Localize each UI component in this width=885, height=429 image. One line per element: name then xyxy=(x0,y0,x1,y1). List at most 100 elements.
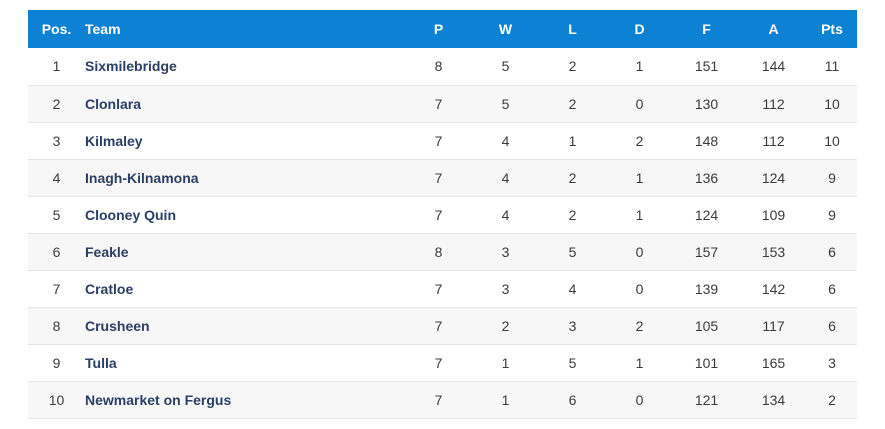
cell-d: 1 xyxy=(635,354,644,371)
header-points: Pts xyxy=(821,21,843,37)
cell-d: 1 xyxy=(635,206,644,223)
cell-w: 3 xyxy=(501,280,510,297)
cell-d: 0 xyxy=(635,95,644,112)
table-row: 1 Sixmilebridge 8 5 2 1 151 144 11 xyxy=(28,48,857,85)
cell-d: 0 xyxy=(635,391,644,408)
header-lost: L xyxy=(568,21,577,37)
cell-team[interactable]: Newmarket on Fergus xyxy=(85,391,232,408)
cell-pts: 3 xyxy=(828,354,836,371)
header-scores-against: A xyxy=(768,21,779,37)
cell-a: 124 xyxy=(761,169,786,186)
cell-team[interactable]: Tulla xyxy=(85,354,117,371)
header-position: Pos. xyxy=(41,21,72,37)
cell-a: 112 xyxy=(762,95,785,112)
cell-w: 1 xyxy=(501,354,510,371)
cell-team[interactable]: Clooney Quin xyxy=(85,206,176,223)
cell-pos: 6 xyxy=(52,243,61,260)
cell-pts: 2 xyxy=(828,391,836,408)
cell-pts: 11 xyxy=(824,58,840,75)
cell-a: 153 xyxy=(761,243,786,260)
cell-w: 1 xyxy=(501,391,510,408)
cell-pts: 6 xyxy=(828,317,836,334)
cell-f: 136 xyxy=(694,169,719,186)
cell-pos: 3 xyxy=(52,132,61,149)
cell-a: 144 xyxy=(761,58,786,75)
cell-f: 130 xyxy=(694,95,719,112)
cell-w: 4 xyxy=(501,132,510,149)
cell-w: 2 xyxy=(501,317,510,334)
cell-p: 7 xyxy=(434,391,443,408)
cell-w: 5 xyxy=(501,58,510,75)
cell-pts: 6 xyxy=(828,243,836,260)
cell-w: 4 xyxy=(501,169,510,186)
cell-team[interactable]: Kilmaley xyxy=(85,132,143,149)
cell-l: 2 xyxy=(568,206,577,223)
cell-l: 6 xyxy=(568,391,577,408)
header-row: Pos. Team P W L D F A Pts xyxy=(28,10,857,48)
cell-pts: 9 xyxy=(828,206,836,223)
cell-a: 142 xyxy=(761,280,786,297)
cell-pos: 5 xyxy=(52,206,61,223)
league-standings-table: Pos. Team P W L D F A Pts 1 Sixmilebridge… xyxy=(28,10,857,419)
table-header: Pos. Team P W L D F A Pts xyxy=(28,10,857,48)
cell-f: 121 xyxy=(694,391,719,408)
cell-a: 109 xyxy=(761,206,786,223)
cell-l: 2 xyxy=(568,95,577,112)
cell-team[interactable]: Clonlara xyxy=(85,95,142,112)
table-row: 5 Clooney Quin 7 4 2 1 124 109 9 xyxy=(28,196,857,233)
cell-pos: 4 xyxy=(52,169,61,186)
cell-f: 124 xyxy=(694,206,719,223)
cell-pos: 8 xyxy=(52,317,61,334)
cell-pos: 1 xyxy=(52,58,61,75)
cell-f: 151 xyxy=(694,58,719,75)
cell-pos: 9 xyxy=(52,354,61,371)
cell-pts: 10 xyxy=(824,95,840,112)
cell-f: 139 xyxy=(694,280,719,297)
table-row: 10 Newmarket on Fergus 7 1 6 0 121 134 2 xyxy=(28,381,857,418)
table-row: 6 Feakle 8 3 5 0 157 153 6 xyxy=(28,233,857,270)
table-row: 2 Clonlara 7 5 2 0 130 112 10 xyxy=(28,85,857,122)
cell-l: 3 xyxy=(568,317,577,334)
header-won: W xyxy=(498,21,513,37)
table-row: 7 Cratloe 7 3 4 0 139 142 6 xyxy=(28,270,857,307)
cell-p: 7 xyxy=(434,132,443,149)
cell-f: 148 xyxy=(694,132,719,149)
cell-l: 5 xyxy=(568,243,577,260)
cell-team[interactable]: Feakle xyxy=(85,243,129,260)
cell-d: 0 xyxy=(635,280,644,297)
header-scores-for: F xyxy=(702,21,711,37)
cell-p: 7 xyxy=(434,169,443,186)
cell-pts: 6 xyxy=(828,280,836,297)
cell-p: 7 xyxy=(434,206,443,223)
cell-w: 3 xyxy=(501,243,510,260)
cell-p: 7 xyxy=(434,317,443,334)
cell-pts: 9 xyxy=(828,169,836,186)
cell-d: 1 xyxy=(635,169,644,186)
header-team: Team xyxy=(85,21,121,37)
cell-l: 2 xyxy=(568,169,577,186)
cell-p: 8 xyxy=(434,58,443,75)
cell-l: 5 xyxy=(568,354,577,371)
cell-f: 157 xyxy=(694,243,719,260)
cell-w: 5 xyxy=(501,95,510,112)
cell-a: 112 xyxy=(762,132,785,149)
header-played: P xyxy=(433,21,444,37)
cell-team[interactable]: Crusheen xyxy=(85,317,150,334)
cell-team[interactable]: Cratloe xyxy=(85,280,134,297)
cell-team[interactable]: Sixmilebridge xyxy=(85,58,177,75)
cell-a: 165 xyxy=(761,354,786,371)
cell-p: 7 xyxy=(434,95,443,112)
table-row: 4 Inagh-Kilnamona 7 4 2 1 136 124 9 xyxy=(28,159,857,196)
cell-pos: 7 xyxy=(52,280,61,297)
cell-a: 134 xyxy=(761,391,786,408)
table-body: 1 Sixmilebridge 8 5 2 1 151 144 11 2 Clonlara 7 5 2 0 1… xyxy=(28,48,857,418)
cell-d: 2 xyxy=(635,132,644,149)
cell-d: 1 xyxy=(635,58,644,75)
cell-d: 0 xyxy=(635,243,644,260)
cell-pos: 10 xyxy=(48,391,65,408)
cell-d: 2 xyxy=(635,317,644,334)
cell-team[interactable]: Inagh-Kilnamona xyxy=(85,169,199,186)
cell-pos: 2 xyxy=(52,95,61,112)
cell-p: 8 xyxy=(434,243,443,260)
